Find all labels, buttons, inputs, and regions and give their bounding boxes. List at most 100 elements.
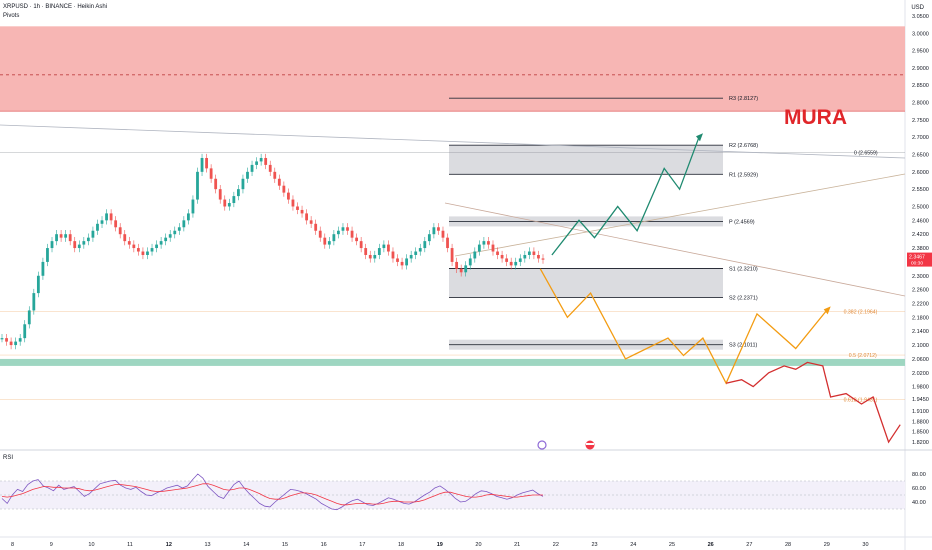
candle: [64, 234, 68, 238]
candle: [150, 248, 154, 252]
time-axis[interactable]: 8 9 10 11 12 13 14 15 16 17 18 19 20 21 22 23 24 25 26 27 28…: [11, 542, 869, 548]
candle: [218, 189, 222, 200]
zones-layer: [0, 26, 905, 366]
rsi-ma-line[interactable]: [1, 483, 543, 506]
candle: [73, 241, 77, 249]
candle: [264, 157, 268, 165]
date-tick: 15: [282, 542, 288, 548]
candle: [537, 254, 540, 259]
trendline-descending[interactable]: [444, 202, 906, 297]
candle: [532, 251, 536, 255]
candle: [223, 199, 227, 207]
date-tick: 20: [475, 542, 481, 548]
crash-projection-path[interactable]: [725, 361, 901, 444]
candle: [518, 258, 522, 262]
date-tick: 9: [50, 542, 53, 548]
rsi-pane: 80.00 60.00 40.00: [0, 472, 926, 511]
date-tick: 17: [359, 542, 365, 548]
refresh-icon[interactable]: [537, 440, 547, 450]
date-tick: 30: [862, 542, 868, 548]
zone-demand[interactable]: [0, 358, 905, 366]
date-tick: 11: [127, 542, 133, 548]
price-tick: 2.8500: [912, 83, 929, 89]
trendline-ascending[interactable]: [454, 173, 906, 257]
candle: [423, 241, 427, 249]
date-tick: 18: [398, 542, 404, 548]
candle: [246, 171, 249, 179]
date-tick: 13: [205, 542, 211, 548]
rsi-line[interactable]: [1, 473, 544, 511]
candle: [337, 230, 340, 235]
date-tick: 26: [708, 542, 714, 548]
candle: [177, 227, 181, 231]
candle: [23, 324, 27, 339]
bull-arrow-head: [695, 133, 703, 142]
current-price-badge: [907, 252, 932, 267]
price-tick: 1.9450: [912, 397, 929, 403]
candle: [86, 237, 90, 242]
fib-label: 0.382 (2.1964): [844, 310, 878, 316]
candle: [141, 251, 145, 255]
candle: [509, 261, 513, 266]
price-tick: 2.1000: [912, 343, 929, 349]
flag-us-stripe: [586, 443, 594, 445]
candle: [5, 338, 8, 342]
candle: [68, 234, 72, 242]
price-tick: 2.0200: [912, 371, 929, 377]
candle: [482, 241, 486, 245]
candle: [200, 157, 204, 172]
indicator-label[interactable]: Pivots: [3, 13, 20, 19]
candle: [182, 220, 186, 228]
price-axis[interactable]: 3.0500 3.0000 2.9500 2.9000 2.8500 2.8000 2.75…: [907, 14, 932, 446]
candle: [268, 164, 272, 172]
candle: [146, 251, 149, 255]
price-tick: 2.1400: [912, 329, 929, 335]
trendline-upper-resistance[interactable]: [0, 124, 906, 159]
candle: [355, 237, 359, 242]
candle: [118, 227, 122, 235]
candle: [36, 275, 40, 294]
price-tick: 1.8800: [912, 419, 929, 425]
candle: [473, 251, 477, 259]
date-tick: 21: [514, 542, 520, 548]
pivot-label: R2 (2.6768): [729, 143, 758, 149]
candle: [18, 338, 22, 342]
candle: [332, 234, 336, 242]
price-tick: 2.6500: [912, 153, 929, 159]
candle: [387, 244, 390, 252]
price-tick: 2.4600: [912, 218, 929, 224]
price-tick: 2.7500: [912, 118, 929, 124]
bear-projection-path[interactable]: [539, 268, 828, 385]
candle: [432, 227, 436, 235]
currency-label[interactable]: USD: [911, 5, 924, 11]
date-tick: 25: [669, 542, 675, 548]
candle: [496, 251, 499, 255]
price-tick: 2.7000: [912, 135, 929, 141]
fib-label: 0.5 (2.0712): [849, 353, 877, 359]
symbol-title[interactable]: XRPUSD · 1h · BINANCE · Heikin Ashi: [3, 4, 108, 10]
candle: [318, 230, 322, 238]
candle: [327, 241, 331, 245]
candle: [273, 171, 277, 179]
bull-projection-path[interactable]: [551, 136, 700, 256]
candle: [105, 213, 108, 221]
candle: [277, 178, 281, 186]
candle: [237, 189, 240, 197]
candle: [164, 237, 168, 242]
rsi-tick: 60.00: [912, 486, 926, 492]
candle: [132, 244, 136, 249]
price-tick: 1.9100: [912, 409, 929, 415]
candle: [123, 234, 127, 242]
candle: [232, 196, 236, 204]
candle: [82, 241, 86, 245]
candle: [50, 241, 54, 249]
candle: [487, 241, 490, 245]
candle: [541, 258, 545, 260]
bear-arrow-head: [823, 306, 831, 315]
pivot-label: P (2.4569): [729, 219, 755, 225]
zone-supply[interactable]: [0, 26, 905, 112]
date-tick: 19: [437, 542, 443, 548]
candle: [255, 161, 258, 165]
candle: [477, 244, 481, 252]
